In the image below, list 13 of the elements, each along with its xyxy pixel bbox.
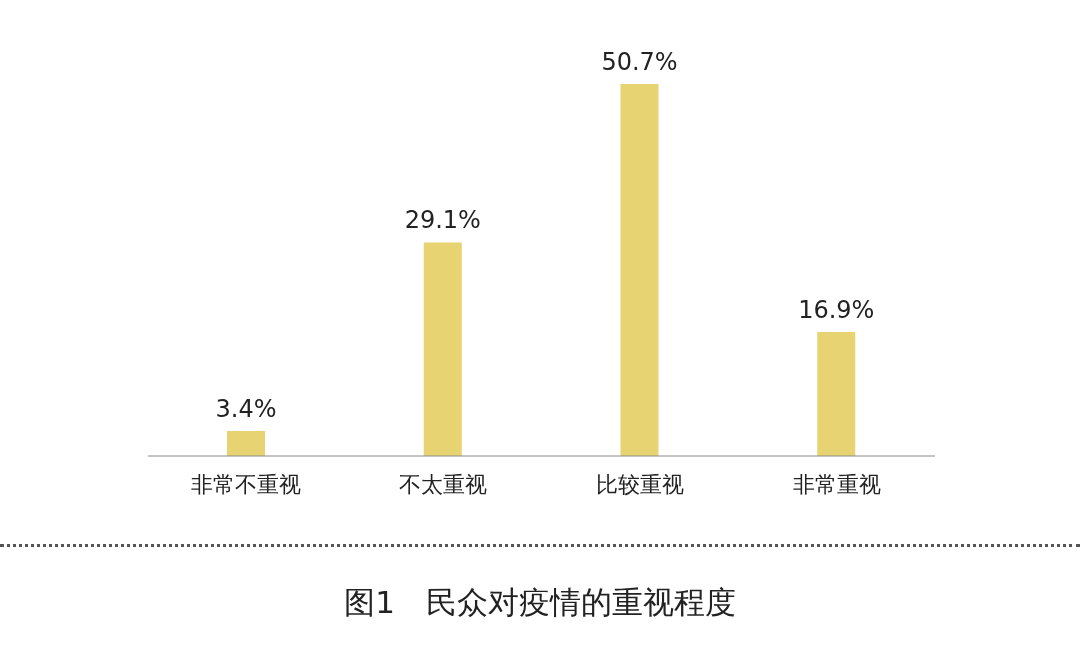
bar bbox=[620, 84, 659, 456]
x-tick-label: 比较重视 bbox=[595, 471, 684, 497]
bar bbox=[817, 332, 856, 456]
x-tick-label: 不太重视 bbox=[399, 471, 488, 497]
bar bbox=[423, 242, 462, 456]
data-label: 3.4% bbox=[215, 395, 277, 424]
data-label: 16.9% bbox=[798, 296, 875, 324]
data-label: 50.7% bbox=[601, 48, 678, 76]
x-tick-label: 非常重视 bbox=[792, 471, 881, 497]
data-label: 29.1% bbox=[404, 206, 481, 235]
text: 图1 民众对疫情的重视程度 bbox=[343, 583, 737, 622]
bar bbox=[227, 431, 265, 456]
x-tick-label: 非常不重视 bbox=[191, 471, 302, 497]
